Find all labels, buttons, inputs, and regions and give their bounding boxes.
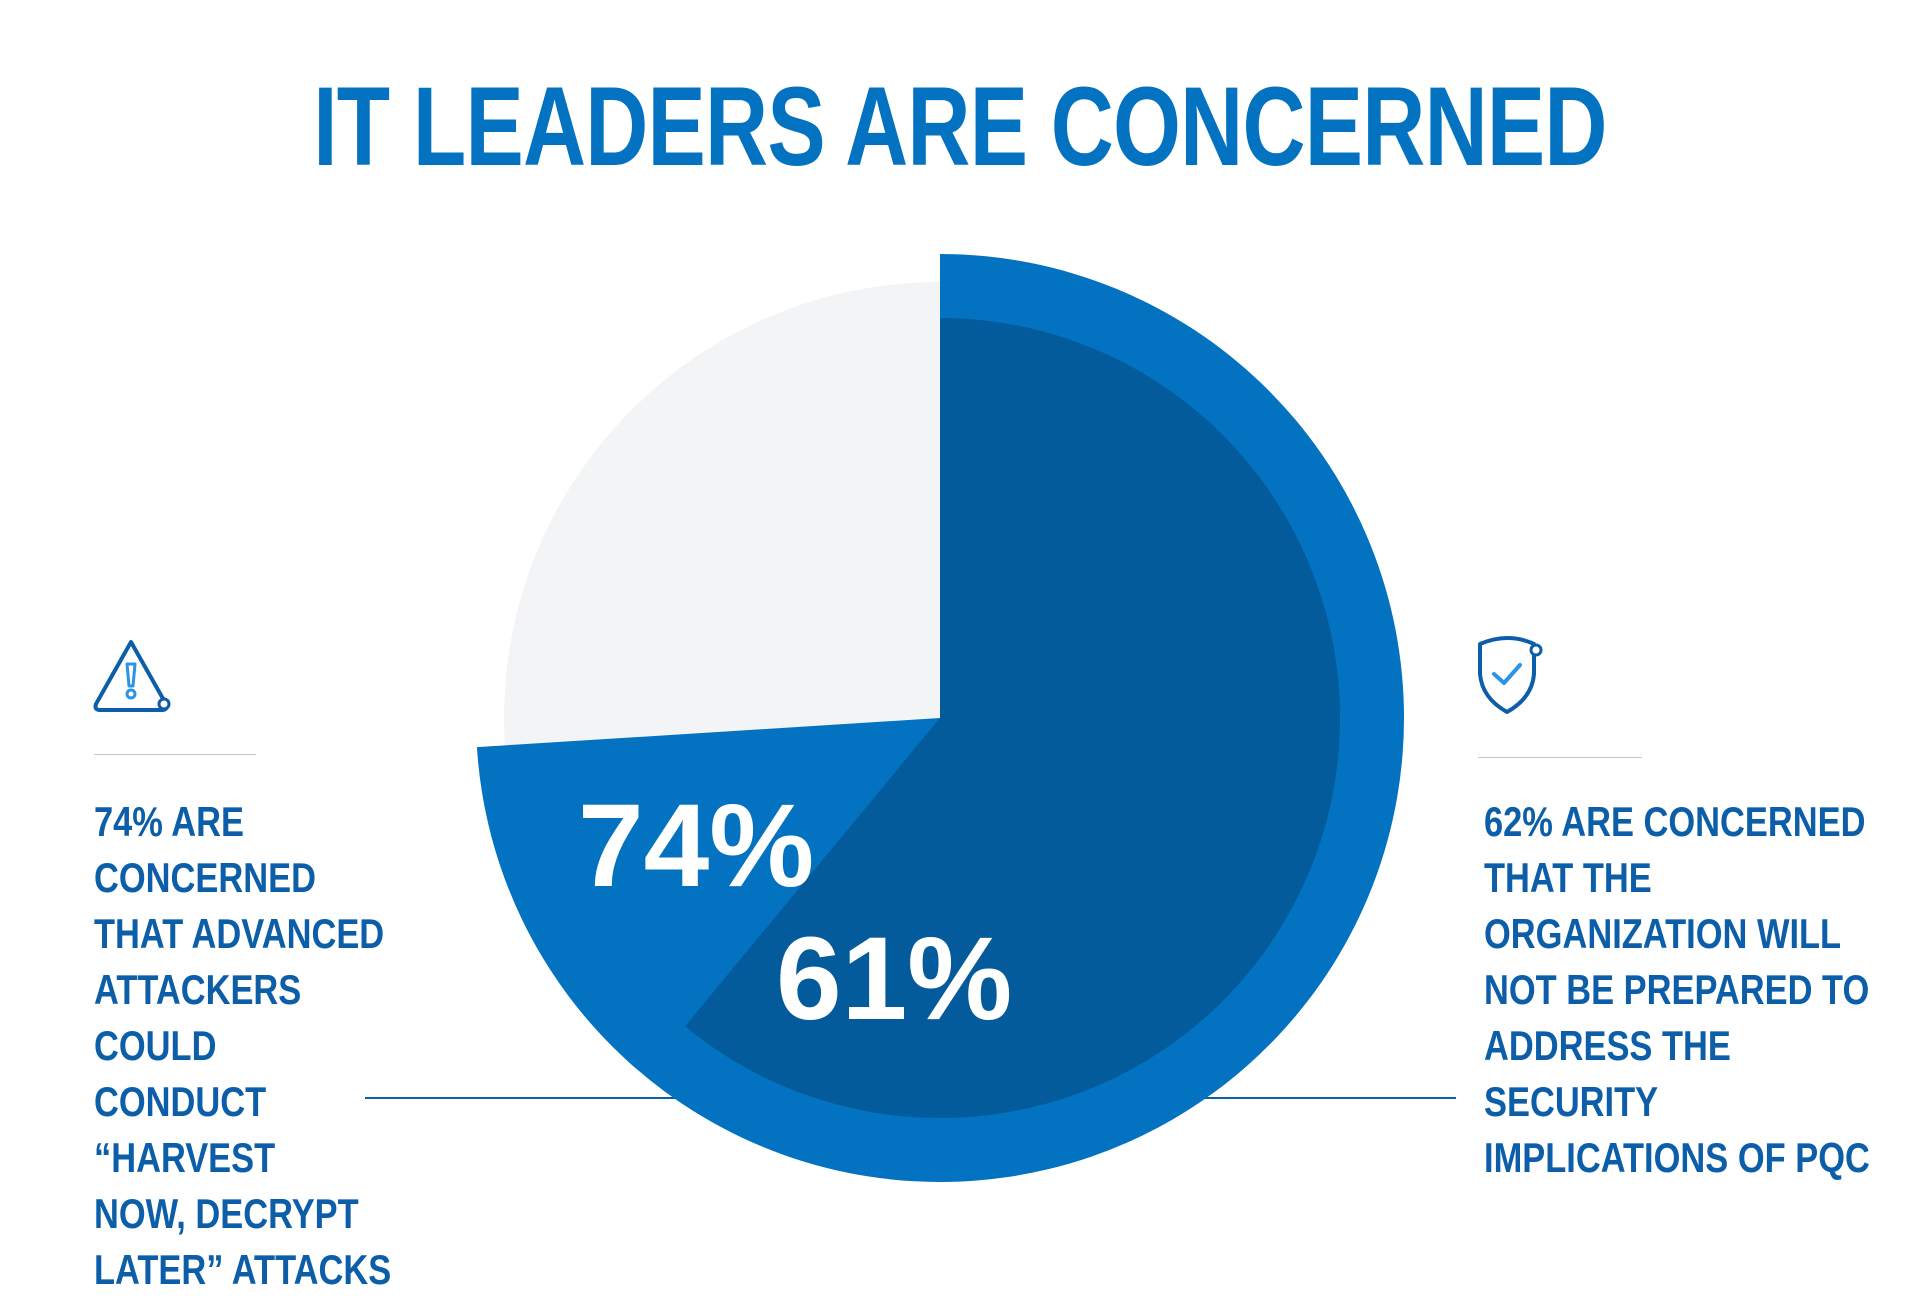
- callout-left-text: 74% ARE CONCERNED THAT ADVANCED ATTACKER…: [94, 798, 392, 1293]
- callout-right-text: 62% ARE CONCERNED THAT THE ORGANIZATION …: [1484, 798, 1870, 1181]
- pie-label-inner: 61%: [776, 913, 1012, 1045]
- pie-group: [476, 254, 1404, 1182]
- divider-right: [1478, 757, 1642, 758]
- pie-slice-61: [685, 318, 1340, 1118]
- chart-title: IT LEADERS ARE CONCERNED: [313, 64, 1607, 189]
- pie-label-outer: 74%: [578, 780, 814, 912]
- shield-check-icon: [1478, 636, 1543, 714]
- divider-left: [94, 754, 256, 755]
- warning-triangle-icon: [93, 640, 171, 712]
